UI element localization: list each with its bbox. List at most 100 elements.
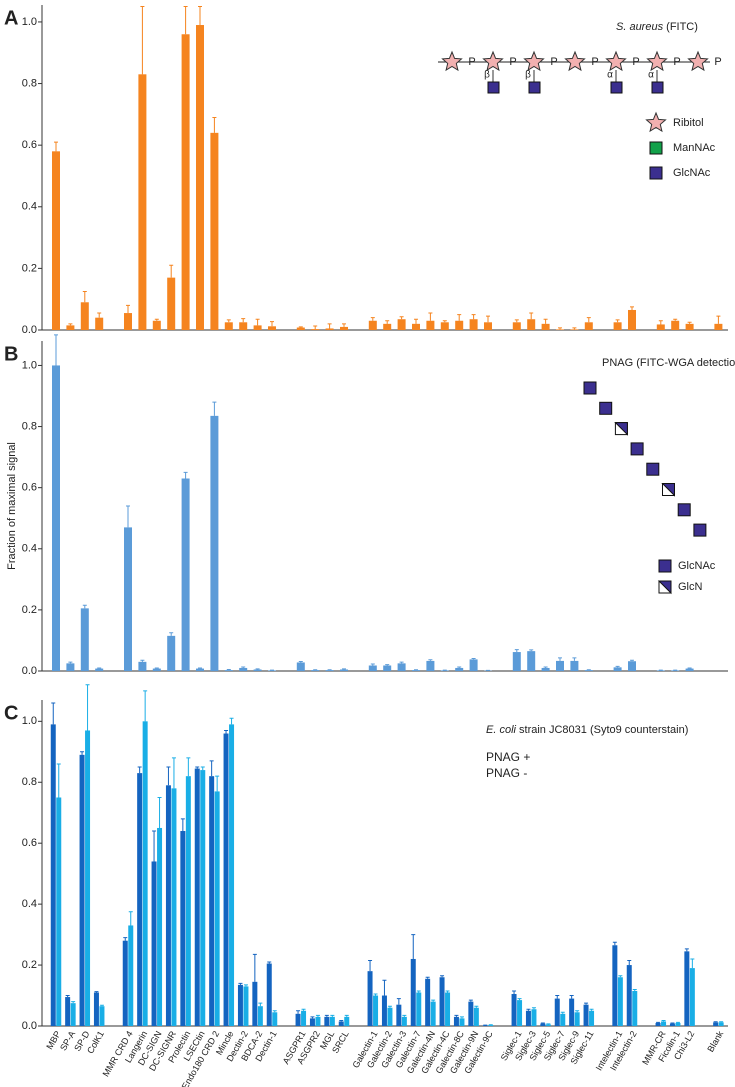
bar [685,668,694,671]
bar [99,1006,105,1026]
bar [253,325,262,330]
ribitol-icon [564,50,586,72]
bar [396,1004,402,1026]
error-bar [529,312,534,320]
bar [229,724,235,1026]
bar [714,323,723,330]
bar [527,651,536,671]
error-bar [137,766,142,774]
legend-label: GlcN [678,581,703,593]
error-bar [152,830,157,862]
panel-letter: B [4,343,18,365]
bar [387,1007,393,1026]
error-bar [97,667,102,669]
y-tick-label: 0.8 [22,776,37,788]
error-bar [459,1016,464,1019]
bar [325,670,334,671]
bar [540,1023,546,1026]
bar [252,981,258,1026]
legend-label: GlcNAc [673,167,711,179]
bar [52,151,60,330]
bar [397,319,406,330]
error-bar [627,959,632,966]
error-bar [373,993,378,996]
error-bar [212,116,217,133]
error-bar [169,264,174,278]
error-bar [414,318,418,324]
error-bar [238,982,243,985]
error-bar [198,6,202,26]
bar [165,785,171,1026]
bar [570,660,579,671]
bar [583,1004,589,1026]
error-bar [468,999,473,1002]
error-bar [402,1014,407,1017]
bar [556,660,564,671]
y-tick-label: 1.0 [22,16,37,28]
error-bar [140,6,145,75]
bar [632,990,638,1026]
bar [124,313,132,330]
ribitol-icon [482,50,504,72]
bar [239,667,248,671]
error-bar [411,934,416,959]
bar [309,1018,315,1026]
chain-p: P [632,56,639,68]
bar [296,662,305,671]
error-bar [229,717,234,725]
error-bar [575,1010,580,1013]
bar [223,733,229,1026]
error-bar [215,775,220,792]
error-bar [512,990,517,995]
error-bar [399,316,404,320]
ribitol-icon [646,50,668,72]
error-bar [226,319,231,323]
bar [196,25,204,331]
chain-p: P [591,56,598,68]
bar [315,1016,321,1026]
linkage-label: β [525,70,531,81]
bar [151,861,157,1026]
y-tick-label: 0.6 [22,837,37,849]
legend-label: GlcNAc [678,560,716,572]
bar [340,326,348,330]
y-tick-label: 0.0 [22,324,37,336]
error-bar [425,976,430,979]
error-bar [154,318,159,321]
legend-label: Ribitol [673,117,704,129]
error-bar [569,995,574,999]
error-bar [97,312,102,318]
bar [453,1016,459,1026]
legend-icon [645,111,667,133]
glcn-icon-half [661,483,675,497]
bar [325,328,334,330]
bar [311,329,320,330]
glcnac-icon [651,81,664,94]
error-bar [313,325,318,330]
bar [574,1012,580,1026]
error-bar [440,975,445,978]
bar [412,670,420,671]
bar [626,965,632,1026]
error-bar [687,667,692,669]
error-bar [661,1020,666,1022]
bar [685,323,694,330]
error-bar [454,1014,459,1017]
bar [209,776,215,1026]
bar [224,322,233,330]
bar [541,667,550,671]
error-bar [267,961,272,964]
error-bar [615,319,620,323]
error-bar [471,657,476,660]
bar [85,730,91,1026]
glcnac-icon [528,81,541,94]
bar [628,661,636,671]
bar [344,1016,350,1026]
error-bar [716,315,721,324]
y-tick-label: 0.6 [22,139,37,151]
bar [66,663,75,671]
linkage-label: β [484,70,490,81]
error-bar [123,937,128,941]
bar [556,329,564,330]
error-bar [71,1001,76,1004]
